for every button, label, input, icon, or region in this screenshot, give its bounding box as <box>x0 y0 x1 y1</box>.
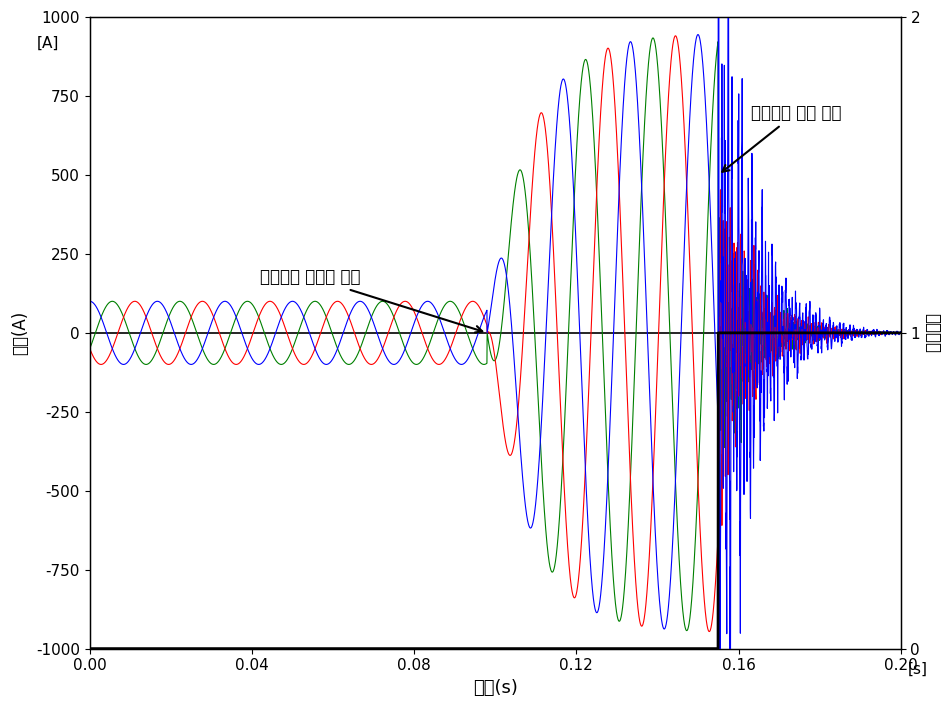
Text: [A]: [A] <box>37 36 59 51</box>
Text: [s]: [s] <box>907 661 927 677</box>
Y-axis label: 트립신호: 트립신호 <box>922 313 941 353</box>
Text: 커패시터 스위칭 시점: 커패시터 스위칭 시점 <box>260 268 483 333</box>
Y-axis label: 전류(A): 전류(A) <box>11 311 30 355</box>
Text: 트립신호 발생 시점: 트립신호 발생 시점 <box>723 104 842 172</box>
X-axis label: 시간(s): 시간(s) <box>473 679 518 697</box>
